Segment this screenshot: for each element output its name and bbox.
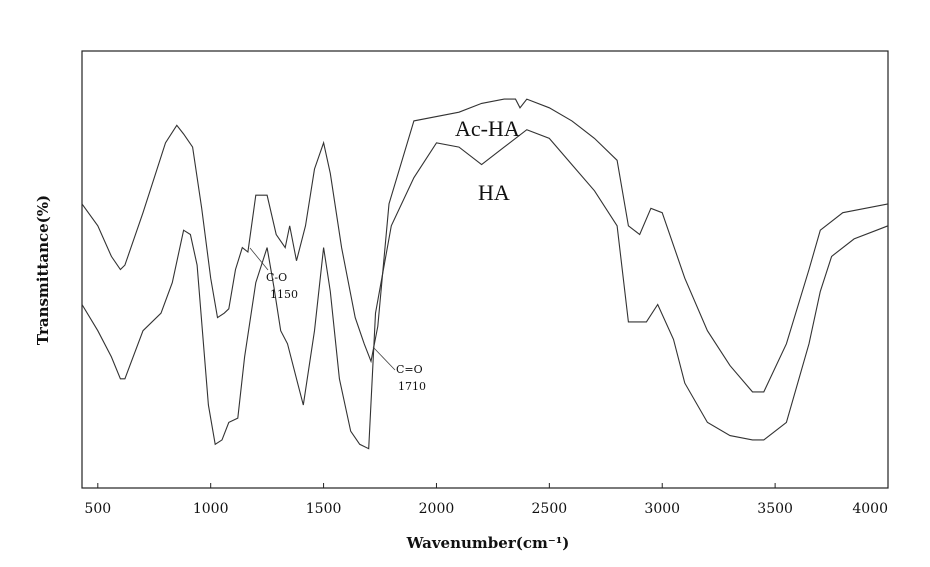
x-tick-label-4000: 4000 [852,501,888,517]
y-axis-label: Transmittance(%) [34,195,52,345]
series-label-ha: HA [478,180,510,205]
peak-annotations: C-O 1150 C=O 1710 [249,247,426,393]
plot-frame [81,50,889,489]
x-tick-label-1500: 1500 [306,501,342,517]
annotation-pointer-c-o [249,247,269,271]
series-labels: Ac-HA HA [455,116,520,205]
x-axis-label: Wavenumber(cm⁻¹) [406,534,570,552]
series-label-ac-ha: Ac-HA [455,116,520,141]
annotation-c-o-value: 1150 [270,288,298,301]
annotation-pointer-c-o-eq [372,346,396,371]
annotation-c-o-label: C-O [266,271,287,284]
annotation-c-eq-o-label: C=O [396,363,423,376]
x-tick-label-2000: 2000 [419,501,455,517]
x-tick-label-3000: 3000 [644,501,680,517]
x-tick-label-500: 500 [84,501,111,517]
series-curves [81,98,889,450]
x-tick-label-3500: 3500 [757,501,793,517]
x-tick-label-2500: 2500 [532,501,568,517]
annotation-c-eq-o-value: 1710 [398,380,426,393]
series-line-ac-ha [81,98,889,393]
x-axis-ticks [97,483,889,488]
x-axis-tick-labels: 500 1000 1500 2000 2500 3000 3500 4000 [84,501,888,517]
plot-area-border [81,50,889,489]
series-line-ha [81,129,889,450]
x-tick-label-1000: 1000 [193,501,229,517]
